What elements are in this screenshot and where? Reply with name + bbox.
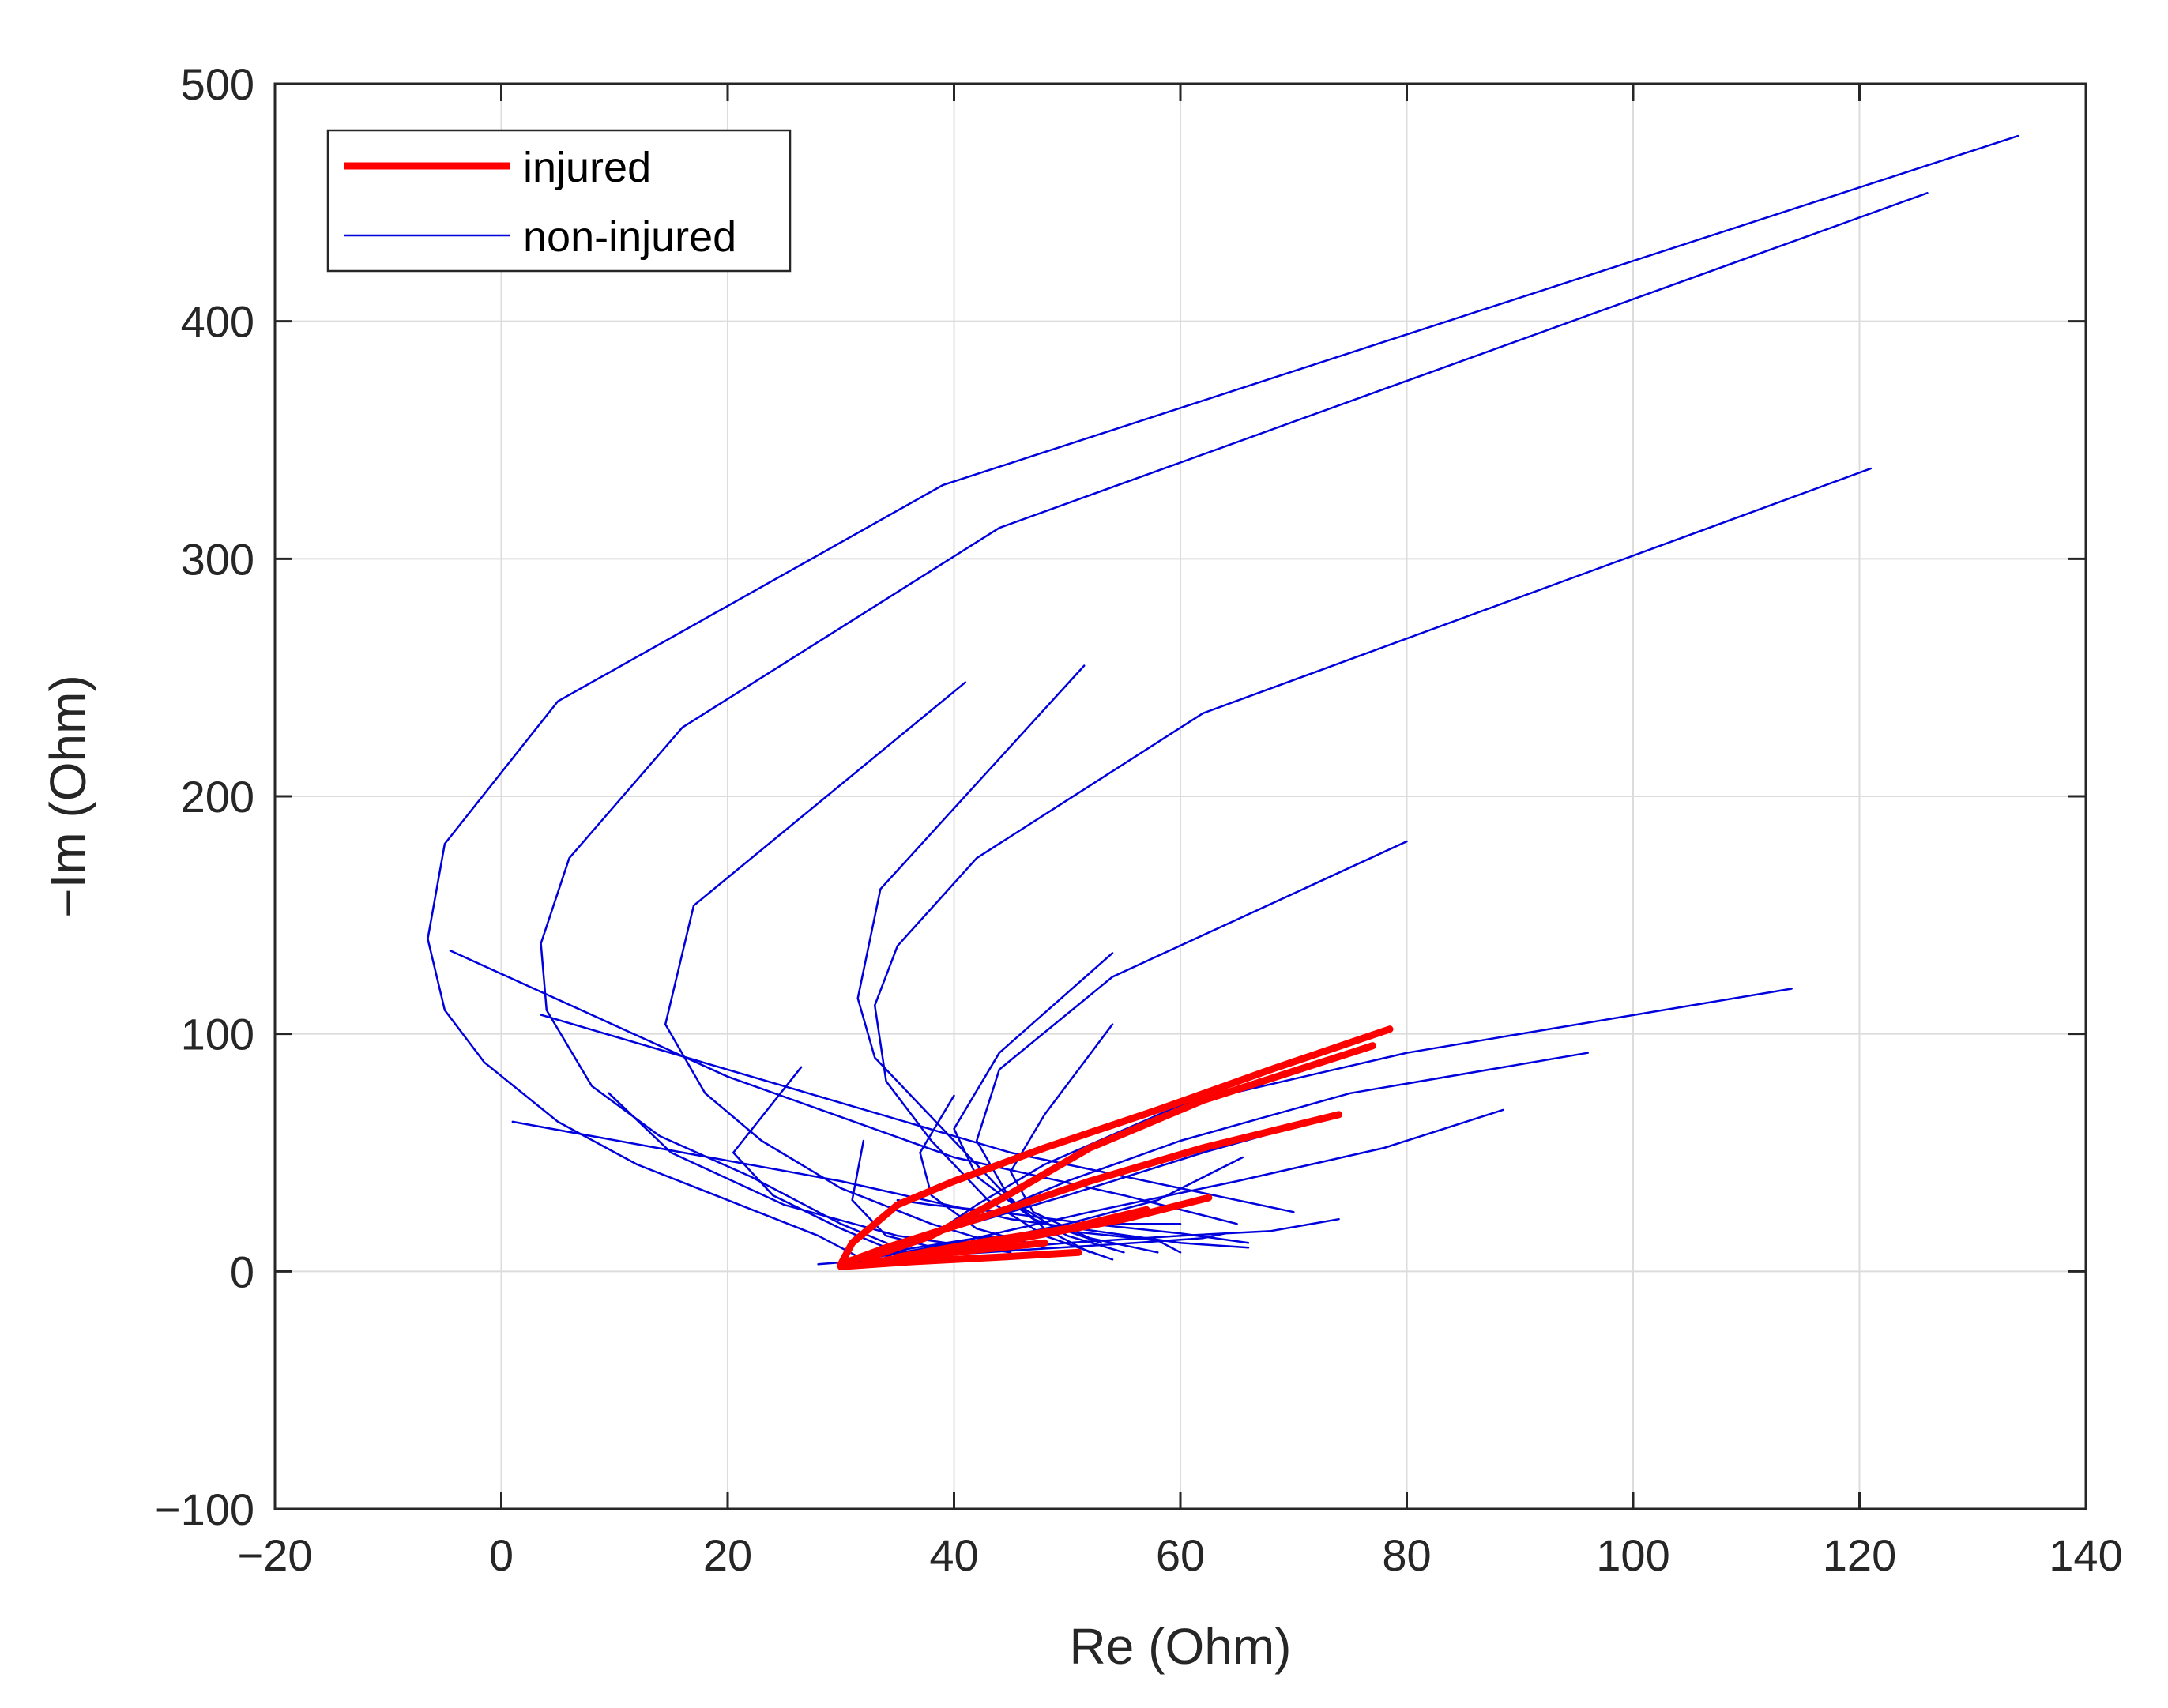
y-tick-labels: −100 0 100 200 300 400 500: [155, 59, 254, 1534]
x-tick-label: 0: [489, 1530, 514, 1580]
y-tick-label: −100: [155, 1484, 254, 1534]
series-line-non-injured: [664, 681, 1012, 1249]
x-tick-label: 100: [1596, 1530, 1669, 1580]
series-line-injured: [837, 1111, 1342, 1268]
ticks: [273, 82, 2087, 1510]
series-line-non-injured: [896, 1198, 1250, 1244]
x-tick-label: 120: [1823, 1530, 1896, 1580]
x-tick-label: −20: [238, 1530, 313, 1580]
grid: [275, 84, 2086, 1509]
y-tick-label: 200: [181, 772, 254, 822]
y-tick-label: 400: [181, 297, 254, 347]
x-tick-label: 40: [929, 1530, 978, 1580]
y-axis-label: −Im (Ohm): [40, 675, 96, 918]
series-line-injured: [894, 1206, 1150, 1261]
series-line-non-injured: [540, 192, 1929, 1254]
x-tick-label: 80: [1382, 1530, 1431, 1580]
series-line-injured: [837, 1025, 1394, 1268]
legend-label-non-injured: non-injured: [523, 213, 736, 261]
x-axis-label: Re (Ohm): [1070, 1618, 1292, 1675]
series-line-non-injured: [511, 1120, 1250, 1249]
series-line-non-injured: [851, 1139, 955, 1254]
series-line-non-injured: [919, 1094, 1046, 1249]
series-line-non-injured: [427, 134, 2019, 1261]
series-line-non-injured: [449, 950, 1238, 1225]
y-tick-label: 0: [230, 1247, 254, 1296]
series-group: [427, 134, 2019, 1270]
x-tick-label: 60: [1156, 1530, 1205, 1580]
y-tick-label: 100: [181, 1010, 254, 1059]
x-tick-labels: −20 0 20 40 60 80 100 120 140: [238, 1530, 2123, 1580]
series-line-injured: [871, 1239, 1048, 1266]
legend: injured non-injured: [326, 129, 792, 273]
series-line-non-injured: [608, 1092, 1012, 1254]
series-line-non-injured: [873, 467, 1873, 1261]
legend-label-injured: injured: [523, 144, 651, 191]
x-tick-label: 20: [703, 1530, 752, 1580]
y-tick-label: 300: [181, 534, 254, 584]
x-tick-label: 140: [2049, 1530, 2122, 1580]
series-line-non-injured: [975, 840, 1408, 1254]
legend-box: [326, 129, 792, 273]
y-tick-label: 500: [181, 59, 254, 109]
